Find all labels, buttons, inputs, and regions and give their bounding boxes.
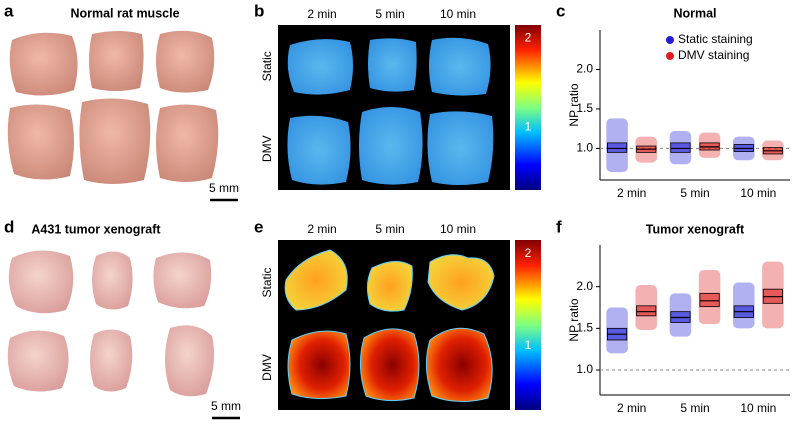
panel-title: A431 tumor xenograft xyxy=(31,222,161,236)
tissue-photo xyxy=(7,30,219,184)
y-tick-label: 2.0 xyxy=(576,279,593,293)
panel-letter: a xyxy=(4,1,14,20)
colorbar-tick-label: 1 xyxy=(525,338,532,352)
colorbar-tick-label: 1 xyxy=(525,120,532,134)
heatmap-labels: 2 min 5 min 10 min Static DMV 2 1 xyxy=(260,7,541,190)
column-label: 2 min xyxy=(307,222,336,236)
y-axis-label: NP ratio xyxy=(567,298,581,341)
box xyxy=(607,142,628,153)
x-tick-label: 2 min xyxy=(617,401,646,415)
column-label: 10 min xyxy=(440,222,476,236)
y-tick-label: 1.0 xyxy=(576,362,593,376)
row-label: DMV xyxy=(260,354,274,381)
chart-title: Tumor xenograft xyxy=(646,222,745,236)
heatmap xyxy=(284,249,495,402)
legend-marker xyxy=(666,36,674,44)
heatmap xyxy=(287,37,494,185)
legend-marker xyxy=(666,52,674,60)
row-label: DMV xyxy=(260,135,274,162)
chart-title: Normal xyxy=(673,6,716,20)
box xyxy=(636,305,657,317)
row-label: Static xyxy=(260,51,274,81)
panel-title: Normal rat muscle xyxy=(70,6,179,20)
x-tick-label: 5 min xyxy=(680,186,709,200)
row-label: Static xyxy=(260,267,274,297)
scale-label: 5 mm xyxy=(209,181,239,195)
y-tick-label: 2.0 xyxy=(576,62,593,76)
y-tick-label: 1.0 xyxy=(576,141,593,155)
y-axis-label: NP ratio xyxy=(567,83,581,126)
panel-letter: c xyxy=(556,1,565,20)
box xyxy=(699,292,720,308)
x-tick-label: 5 min xyxy=(680,401,709,415)
x-tick-label: 10 min xyxy=(740,401,776,415)
column-label: 5 min xyxy=(375,222,404,236)
point-spread xyxy=(733,282,755,329)
legend-label: DMV staining xyxy=(678,48,749,62)
y-tick-label: 1.5 xyxy=(576,101,593,115)
tissue-photo xyxy=(7,250,214,397)
scale-label: 5 mm xyxy=(211,399,241,413)
colorbar xyxy=(515,240,541,410)
colorbar-tick-label: 2 xyxy=(525,246,532,260)
y-tick-label: 1.5 xyxy=(576,321,593,335)
colorbar xyxy=(515,25,541,190)
column-label: 5 min xyxy=(375,7,404,21)
column-label: 10 min xyxy=(440,7,476,21)
legend-label: Static staining xyxy=(678,32,753,46)
panel-letter: d xyxy=(4,217,14,236)
box xyxy=(670,142,691,153)
panel-letter: e xyxy=(254,217,263,236)
heatmap-labels: 2 min 5 min 10 min Static DMV 2 1 xyxy=(260,222,541,410)
x-tick-label: 10 min xyxy=(740,186,776,200)
column-label: 2 min xyxy=(307,7,336,21)
panel-letter: f xyxy=(556,217,562,236)
panel-letter: b xyxy=(254,1,264,20)
colorbar-tick-label: 2 xyxy=(525,31,532,45)
x-tick-label: 2 min xyxy=(617,186,646,200)
